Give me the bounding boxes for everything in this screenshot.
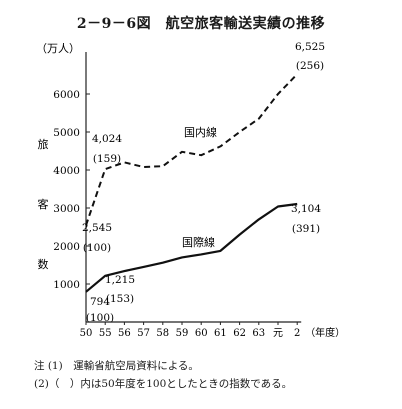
chart-annotations: 国内線国際線2,545(100)4,024(159)6,525(256)794(… — [82, 41, 325, 324]
series-lines — [85, 73, 298, 293]
y-axis-unit: （万人） — [36, 42, 80, 55]
x-tick-label: 2 — [294, 328, 300, 339]
figure-title: 2－9－6図 航空旅客輸送実績の推移 — [76, 16, 326, 32]
x-tick-label: 59 — [176, 328, 189, 339]
note-index: (2)（ ）内は50年度を100としたときの指数である。 — [34, 378, 293, 390]
x-tick-label: 63 — [252, 328, 265, 339]
y-axis-ticks: 1000 2000 3000 4000 5000 6000 — [53, 89, 90, 291]
x-axis-unit: （年度） — [305, 326, 345, 339]
x-tick-label: 元 — [273, 328, 283, 339]
international-series-line — [85, 202, 298, 293]
y-axis-title-char: 数 — [38, 258, 49, 271]
x-axis-tick-labels: 50 55 56 57 58 59 60 61 62 63 元 2 （年度） — [80, 322, 345, 339]
data-label-index: (153) — [106, 293, 134, 305]
y-tick-label: 6000 — [53, 89, 80, 101]
x-tick-label: 55 — [99, 328, 112, 339]
series-label-international: 国際線 — [182, 235, 215, 249]
x-tick-label: 61 — [214, 328, 227, 339]
data-label-index: (256) — [296, 60, 324, 72]
data-label-value: 3,104 — [291, 203, 321, 215]
domestic-series-line — [85, 73, 298, 226]
y-tick-label: 5000 — [53, 127, 80, 139]
x-tick-label: 60 — [195, 328, 208, 339]
data-label-value: 794 — [90, 296, 110, 308]
data-label-index: (391) — [292, 223, 320, 235]
y-tick-label: 3000 — [53, 203, 80, 215]
y-tick-label: 4000 — [53, 165, 80, 177]
x-tick-label: 56 — [118, 328, 131, 339]
chart-axes: （万人） 旅客数 — [36, 42, 302, 323]
data-label-value: 2,545 — [82, 222, 112, 234]
data-label-index: (100) — [86, 312, 114, 324]
data-label-index: (159) — [93, 153, 121, 165]
note-source: 注 (1) 運輸省航空局資料による。 — [34, 360, 199, 372]
x-tick-label: 62 — [233, 328, 246, 339]
x-tick-label: 50 — [80, 328, 93, 339]
y-axis-title-char: 客 — [38, 197, 49, 211]
y-axis-title-char: 旅 — [38, 137, 49, 151]
series-label-domestic: 国内線 — [184, 125, 217, 139]
x-tick-label: 57 — [137, 328, 150, 339]
data-label-value: 1,215 — [105, 274, 135, 286]
data-label-value: 6,525 — [295, 41, 325, 53]
x-tick-label: 58 — [156, 328, 169, 339]
data-label-index: (100) — [83, 242, 111, 254]
y-tick-label: 2000 — [53, 241, 80, 253]
y-tick-label: 1000 — [53, 279, 80, 291]
data-label-value: 4,024 — [92, 133, 122, 145]
